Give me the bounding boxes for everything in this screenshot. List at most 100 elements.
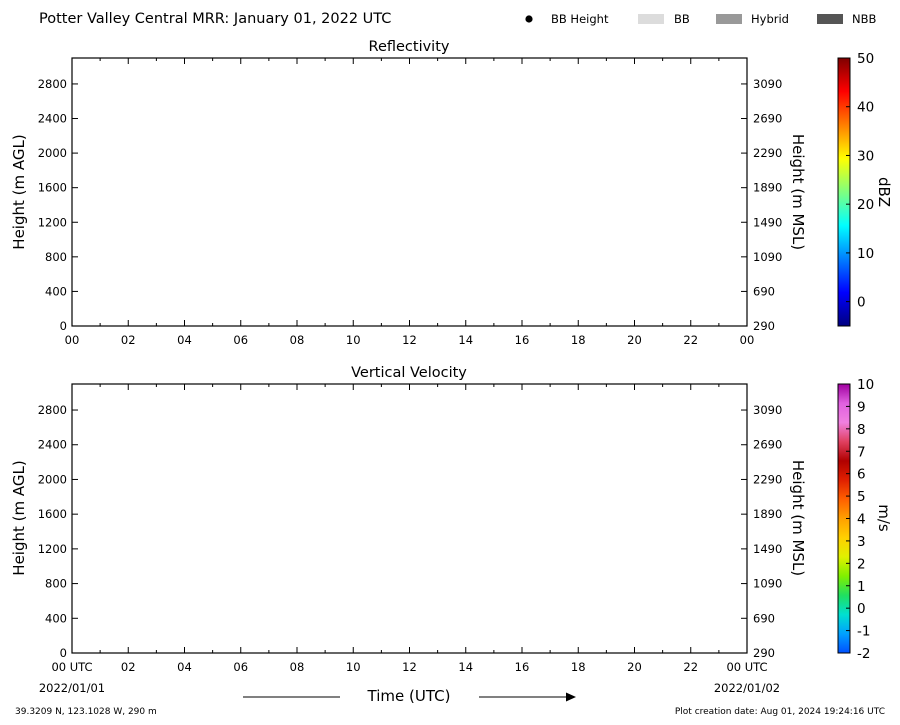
vertical-velocity-colorbar-tick-label: 6	[857, 467, 866, 483]
reflectivity-y-tick-label: 2400	[38, 112, 67, 126]
reflectivity-x-tick-label: 14	[458, 333, 473, 347]
legend-bb-label: BB	[674, 12, 690, 26]
reflectivity-colorbar-tick-label: 20	[857, 197, 874, 213]
figure-title: Potter Valley Central MRR: January 01, 2…	[39, 11, 391, 27]
legend-nbb-label: NBB	[852, 12, 876, 26]
reflectivity-plot-area	[71, 57, 748, 327]
reflectivity-x-tick-label: 04	[177, 333, 192, 347]
end-date-label: 2022/01/02	[714, 681, 780, 695]
reflectivity-colorbar-tick-label: 30	[857, 148, 874, 164]
reflectivity-x-tick-label: 02	[121, 333, 136, 347]
vertical-velocity-ylabel-left: Height (m AGL)	[10, 460, 28, 575]
vertical-velocity-y-tick-label-right: 1890	[753, 507, 782, 521]
vertical-velocity-colorbar-tick-label: 5	[857, 489, 866, 505]
legend-hybrid-patch	[716, 14, 742, 24]
vertical-velocity-x-tick-label: 02	[121, 660, 136, 674]
reflectivity-panel: Reflectivity 00 02 04 06 08 10 12 14 16 18 20 22 000…	[10, 39, 807, 347]
reflectivity-x-tick-label: 06	[233, 333, 248, 347]
reflectivity-x-tick-label: 10	[346, 333, 361, 347]
vertical-velocity-y-tick-label-right: 1490	[753, 542, 782, 556]
vertical-velocity-y-tick-label-right: 2690	[753, 438, 782, 452]
vertical-velocity-colorbar-tick-label: 0	[857, 601, 866, 617]
reflectivity-y-tick-label-right: 690	[753, 284, 775, 298]
reflectivity-title: Reflectivity	[369, 39, 450, 55]
vertical-velocity-x-tick-label: 22	[683, 660, 698, 674]
reflectivity-y-tick-label-right: 2690	[753, 112, 782, 126]
reflectivity-colorbar-tick-label: 0	[857, 295, 866, 311]
reflectivity-y-tick-label-right: 3090	[753, 77, 782, 91]
vertical-velocity-y-tick-label-right: 690	[753, 611, 775, 625]
vertical-velocity-y-tick-label: 0	[60, 646, 67, 660]
time-axis-label: Time (UTC)	[367, 687, 451, 705]
legend: BB Height BB Hybrid NBB	[525, 12, 876, 26]
reflectivity-colorbar-ticks: 0 10 20 30 40 50	[846, 51, 874, 311]
vertical-velocity-y-tick-label-right: 290	[753, 646, 775, 660]
vertical-velocity-y-tick-label: 2400	[38, 438, 67, 452]
vertical-velocity-x-tick-label: 14	[458, 660, 473, 674]
time-arrow-head	[566, 692, 576, 702]
vertical-velocity-y-tick-label-right: 2290	[753, 472, 782, 486]
reflectivity-colorbar-tick-label: 40	[857, 100, 874, 116]
reflectivity-colorbar-bar	[837, 57, 851, 327]
legend-bb-height-marker	[525, 15, 533, 23]
vertical-velocity-title: Vertical Velocity	[351, 365, 467, 381]
reflectivity-x-tick-label: 08	[290, 333, 305, 347]
legend-bb-height-label: BB Height	[551, 12, 609, 26]
reflectivity-ylabel-right: Height (m MSL)	[789, 134, 807, 250]
reflectivity-y-tick-label: 1200	[38, 215, 67, 229]
vertical-velocity-y-tick-label: 1200	[38, 542, 67, 556]
vertical-velocity-colorbar-tick-label: 10	[857, 377, 874, 393]
vertical-velocity-colorbar-tick-label: 8	[857, 422, 866, 438]
reflectivity-x-tick-label: 22	[683, 333, 698, 347]
reflectivity-x-tick-label: 00	[740, 333, 755, 347]
vertical-velocity-panel: Vertical Velocity 00 UTC 02 04 06 08 10 12 14 16…	[10, 365, 807, 674]
vertical-velocity-y-tick-label: 400	[45, 611, 67, 625]
vertical-velocity-colorbar-label: m/s	[875, 504, 893, 532]
start-date-label: 2022/01/01	[39, 681, 105, 695]
reflectivity-y-tick-label: 0	[60, 319, 67, 333]
reflectivity-colorbar: 0 10 20 30 40 50 dBZ	[837, 51, 893, 327]
reflectivity-y-tick-label-right: 1490	[753, 215, 782, 229]
reflectivity-x-tick-label: 12	[402, 333, 417, 347]
vertical-velocity-y-tick-label: 800	[45, 577, 67, 591]
reflectivity-x-tick-label: 00	[65, 333, 80, 347]
vertical-velocity-x-tick-label: 04	[177, 660, 192, 674]
vertical-velocity-colorbar-tick-label: 3	[857, 534, 866, 550]
reflectivity-y-tick-label: 400	[45, 284, 67, 298]
vertical-velocity-y-tick-label: 2800	[38, 403, 67, 417]
vertical-velocity-x-tick-label: 12	[402, 660, 417, 674]
vertical-velocity-y-tick-label: 2000	[38, 472, 67, 486]
vertical-velocity-x-tick-label: 00 UTC	[726, 660, 767, 674]
reflectivity-y-tick-label: 2800	[38, 77, 67, 91]
vertical-velocity-colorbar-tick-label: 2	[857, 556, 866, 572]
vertical-velocity-y-tick-label-right: 1090	[753, 577, 782, 591]
vertical-velocity-colorbar-tick-label: 4	[857, 512, 866, 528]
vertical-velocity-x-tick-label: 08	[290, 660, 305, 674]
vertical-velocity-x-tick-label: 10	[346, 660, 361, 674]
vertical-velocity-colorbar-tick-label: 7	[857, 444, 866, 460]
reflectivity-colorbar-tick-label: 10	[857, 246, 874, 262]
vertical-velocity-colorbar-ticks: -2 -1 0 1 2 3 4 5 6 7 8 9 10	[846, 377, 874, 662]
vertical-velocity-x-tick-label: 16	[515, 660, 530, 674]
creation-date-text: Plot creation date: Aug 01, 2024 19:24:1…	[675, 707, 885, 717]
vertical-velocity-x-tick-label: 18	[571, 660, 586, 674]
reflectivity-colorbar-label: dBZ	[875, 177, 893, 207]
location-text: 39.3209 N, 123.1028 W, 290 m	[15, 707, 157, 717]
reflectivity-y-tick-label-right: 2290	[753, 146, 782, 160]
reflectivity-y-tick-label: 800	[45, 250, 67, 264]
vertical-velocity-y-tick-label: 1600	[38, 507, 67, 521]
vertical-velocity-x-tick-label: 06	[233, 660, 248, 674]
reflectivity-x-tick-label: 20	[627, 333, 642, 347]
reflectivity-ylabel-left: Height (m AGL)	[10, 134, 28, 249]
reflectivity-y-tick-label-right: 1890	[753, 181, 782, 195]
vertical-velocity-x-tick-label: 00 UTC	[51, 660, 92, 674]
reflectivity-y-tick-label-right: 1090	[753, 250, 782, 264]
vertical-velocity-ylabel-right: Height (m MSL)	[789, 460, 807, 576]
legend-bb-patch	[638, 14, 664, 24]
reflectivity-y-tick-label: 1600	[38, 181, 67, 195]
vertical-velocity-plot-area	[71, 383, 748, 654]
reflectivity-y-tick-label: 2000	[38, 146, 67, 160]
vertical-velocity-colorbar: -2 -1 0 1 2 3 4 5 6 7 8 9 10 m/s	[837, 377, 893, 662]
